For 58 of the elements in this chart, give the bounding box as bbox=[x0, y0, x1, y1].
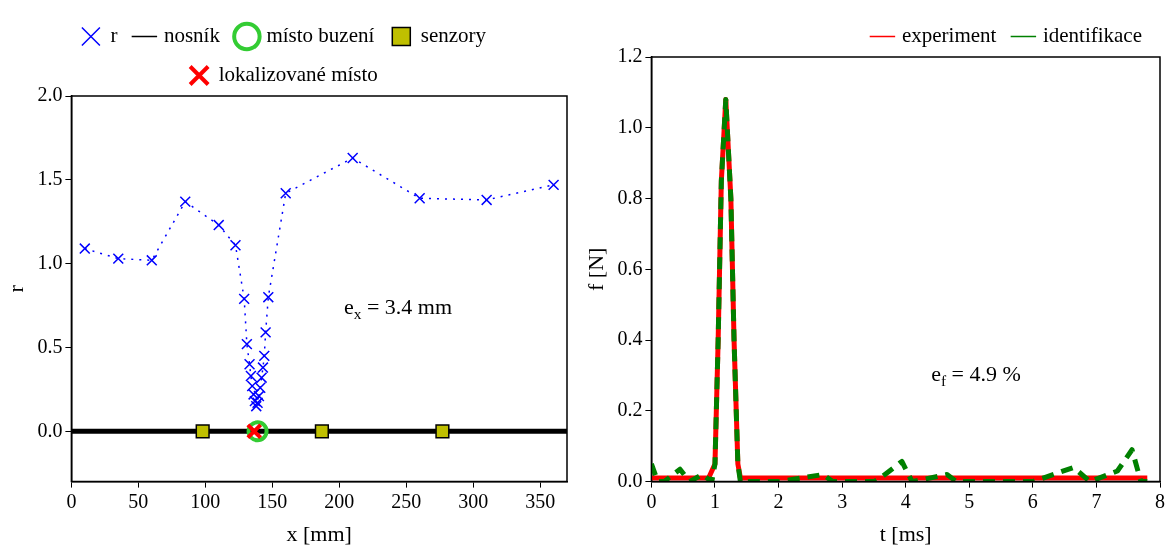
point bbox=[314, 424, 329, 439]
point bbox=[480, 194, 493, 206]
point bbox=[112, 252, 124, 265]
x-tick-label: 300 bbox=[458, 489, 489, 512]
x-tick-label: 4 bbox=[900, 489, 911, 512]
x-tick-label: 1 bbox=[709, 489, 720, 512]
x-tick-label: 5 bbox=[964, 489, 975, 512]
point bbox=[238, 293, 250, 305]
legend-label: r bbox=[110, 23, 118, 48]
point bbox=[179, 195, 191, 208]
point bbox=[259, 326, 272, 339]
point bbox=[346, 152, 359, 164]
x-tick-label: 8 bbox=[1155, 489, 1165, 512]
legend-label: nosník bbox=[163, 23, 221, 48]
y-tick-label: 1.5 bbox=[37, 167, 63, 190]
point bbox=[413, 192, 426, 204]
legend-label: identifikace bbox=[1042, 23, 1143, 48]
x-axis-title: x [mm] bbox=[286, 520, 352, 546]
point bbox=[435, 424, 450, 439]
x-tick-label: 350 bbox=[525, 489, 556, 512]
x-tick-label: 2 bbox=[773, 489, 784, 512]
x-tick-label: 200 bbox=[324, 489, 355, 512]
y-tick-label: 1.2 bbox=[617, 44, 643, 67]
legend-label: experiment bbox=[901, 23, 997, 48]
x-tick-label: 3 bbox=[837, 489, 848, 512]
x-tick-label: 7 bbox=[1091, 489, 1102, 512]
x-tick-label: 0 bbox=[66, 489, 77, 512]
y-tick-label: 0.5 bbox=[37, 334, 63, 357]
y-tick-label: 0.6 bbox=[617, 256, 643, 279]
legend-label: místo buzení bbox=[266, 23, 375, 48]
point bbox=[213, 219, 225, 231]
point bbox=[280, 187, 292, 199]
y-tick-label: 0.8 bbox=[617, 185, 643, 208]
legend-label: lokalizované místo bbox=[218, 62, 378, 87]
y-axis-title: r bbox=[2, 284, 28, 293]
point bbox=[262, 291, 274, 303]
x-tick-label: 150 bbox=[257, 489, 288, 512]
x-tick-label: 250 bbox=[391, 489, 422, 512]
point bbox=[229, 239, 242, 251]
x-tick-label: 100 bbox=[190, 489, 221, 512]
y-tick-label: 2.0 bbox=[37, 83, 63, 106]
point bbox=[547, 179, 560, 191]
y-tick-label: 0.0 bbox=[617, 468, 643, 491]
y-tick-label: 0.0 bbox=[37, 418, 63, 441]
x-tick-label: 6 bbox=[1027, 489, 1038, 512]
y-tick-label: 1.0 bbox=[37, 250, 63, 273]
point bbox=[195, 424, 210, 439]
x-tick-label: 50 bbox=[128, 489, 149, 512]
y-tick-label: 0.2 bbox=[617, 398, 643, 421]
x-axis-title: t [ms] bbox=[879, 520, 932, 546]
point bbox=[79, 242, 91, 255]
y-axis-title: f [N] bbox=[582, 247, 608, 291]
x-tick-label: 0 bbox=[646, 489, 657, 512]
legend-label: senzory bbox=[420, 23, 487, 48]
y-tick-label: 0.4 bbox=[617, 327, 643, 350]
point bbox=[241, 338, 253, 350]
point bbox=[146, 254, 158, 266]
y-tick-label: 1.0 bbox=[617, 115, 643, 138]
